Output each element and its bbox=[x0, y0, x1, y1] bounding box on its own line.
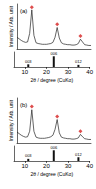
svg-text:40: 40 bbox=[86, 69, 93, 75]
svg-text:2θ / degree (CuKα): 2θ / degree (CuKα) bbox=[31, 77, 74, 83]
svg-text:006: 006 bbox=[50, 145, 57, 150]
svg-text:006: 006 bbox=[50, 51, 57, 56]
svg-text:30: 30 bbox=[65, 69, 72, 75]
svg-text:10: 10 bbox=[21, 163, 28, 169]
svg-text:012: 012 bbox=[75, 59, 82, 64]
svg-text:40: 40 bbox=[86, 163, 93, 169]
svg-text:20: 20 bbox=[43, 163, 50, 169]
svg-text:003: 003 bbox=[25, 59, 32, 64]
svg-text:20: 20 bbox=[43, 69, 50, 75]
svg-text:(a): (a) bbox=[20, 8, 27, 14]
svg-text:Intensity / Arb. unit: Intensity / Arb. unit bbox=[8, 5, 14, 47]
svg-text:30: 30 bbox=[65, 163, 72, 169]
svg-text:2θ / degree (CuKα): 2θ / degree (CuKα) bbox=[31, 171, 74, 177]
svg-text:(b): (b) bbox=[20, 102, 27, 108]
svg-text:003: 003 bbox=[25, 153, 32, 158]
svg-text:012: 012 bbox=[75, 152, 82, 157]
svg-text:10: 10 bbox=[21, 69, 28, 75]
svg-text:Intensity / Arb. unit: Intensity / Arb. unit bbox=[8, 99, 14, 141]
